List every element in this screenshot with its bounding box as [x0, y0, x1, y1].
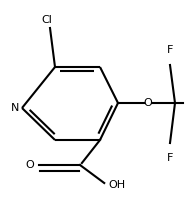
Text: F: F [167, 45, 173, 55]
Text: F: F [167, 153, 173, 163]
Text: OH: OH [108, 180, 125, 190]
Text: Cl: Cl [42, 15, 52, 25]
Text: O: O [25, 160, 34, 170]
Text: O: O [144, 98, 152, 108]
Text: N: N [11, 103, 19, 113]
